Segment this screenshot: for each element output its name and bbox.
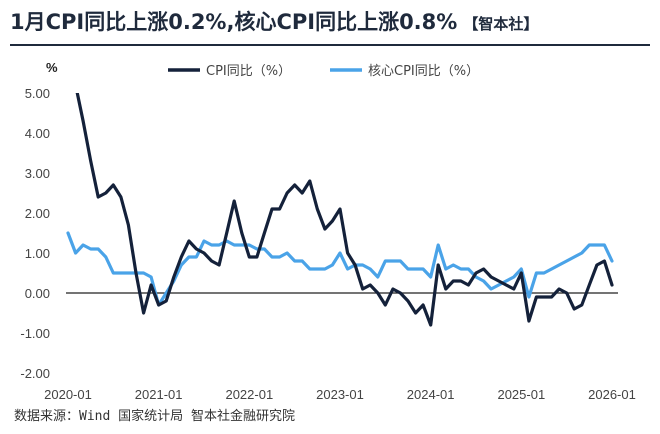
y-tick-label: 4.00 <box>25 126 50 141</box>
x-tick-label: 2023-01 <box>316 387 364 402</box>
x-tick-label: 2021-01 <box>135 387 183 402</box>
y-axis-unit: % <box>46 60 58 75</box>
x-tick-label: 2020-01 <box>44 387 92 402</box>
legend-cpi-label: CPI同比（%） <box>206 64 291 79</box>
y-tick-label: 5.00 <box>25 86 50 101</box>
y-axis: % 5.00 4.00 3.00 2.00 1.00 0.00 -1.00 -2.00 <box>20 60 58 381</box>
legend: CPI同比（%） 核心CPI同比（%） <box>168 64 479 79</box>
y-tick-label: 1.00 <box>25 246 50 261</box>
x-tick-label: 2024-01 <box>407 387 455 402</box>
chart-title-text: 1月CPI同比上涨0.2%,核心CPI同比上涨0.8% <box>10 10 458 34</box>
title-rule <box>10 44 650 46</box>
y-tick-label: -2.00 <box>20 366 50 381</box>
chart-title: 1月CPI同比上涨0.2%,核心CPI同比上涨0.8% 【智本社】 <box>10 6 538 36</box>
cpi-series-line <box>75 93 614 327</box>
y-tick-label: 3.00 <box>25 166 50 181</box>
x-tick-label: 2026-01 <box>588 387 636 402</box>
legend-core-cpi-label: 核心CPI同比（%） <box>368 64 479 79</box>
y-tick-label: 0.00 <box>25 286 50 301</box>
x-tick-label: 2025-01 <box>497 387 545 402</box>
x-axis: 2020-01 2021-01 2022-01 2023-01 2024-01 2025-… <box>44 387 636 402</box>
y-tick-label: -1.00 <box>20 326 50 341</box>
brand-label: 【智本社】 <box>463 15 539 33</box>
y-tick-label: 2.00 <box>25 206 50 221</box>
source-note: 数据来源：Wind 国家统计局 智本社金融研究院 <box>14 409 295 424</box>
x-tick-label: 2022-01 <box>225 387 273 402</box>
plot-area <box>66 93 618 327</box>
